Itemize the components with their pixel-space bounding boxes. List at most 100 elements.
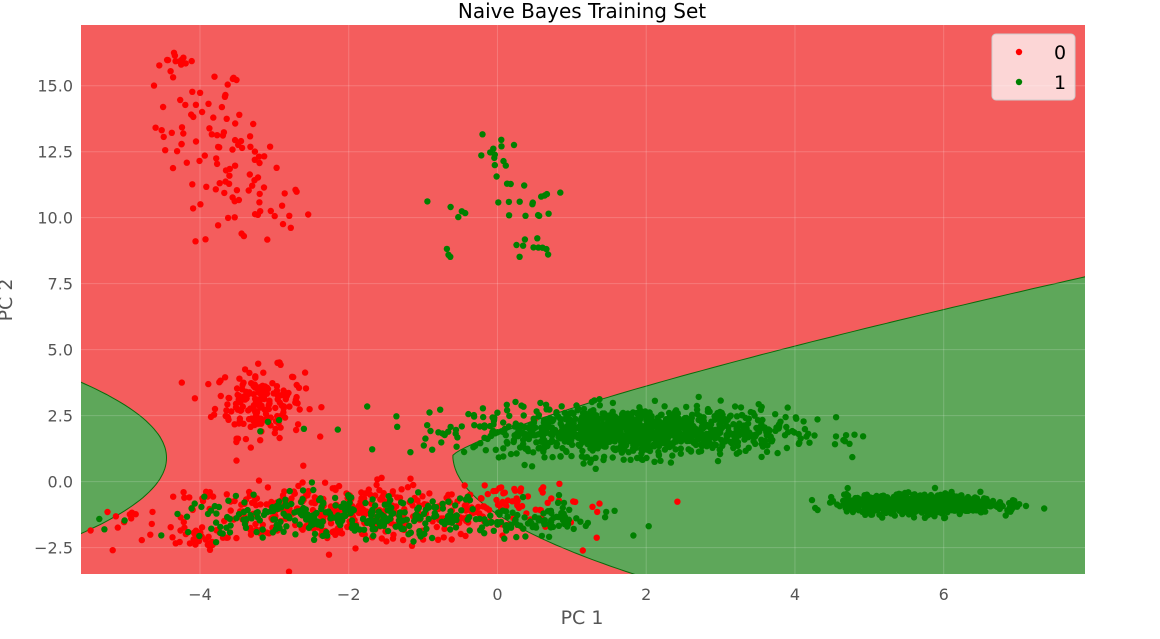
data-point xyxy=(431,503,438,511)
data-point xyxy=(399,517,406,524)
data-point xyxy=(257,437,264,444)
data-point xyxy=(370,532,377,539)
data-point xyxy=(701,432,708,439)
data-point xyxy=(517,522,524,529)
y-tick-label: 2.5 xyxy=(48,407,73,426)
data-point xyxy=(259,534,266,541)
data-point xyxy=(561,409,568,417)
data-point xyxy=(505,198,513,206)
data-point xyxy=(201,152,208,159)
legend: 01 xyxy=(991,33,1076,101)
data-point xyxy=(210,411,218,418)
data-point xyxy=(388,510,395,518)
data-point xyxy=(247,405,254,412)
data-point xyxy=(358,495,365,502)
data-point xyxy=(513,495,520,502)
data-point xyxy=(282,496,289,503)
data-point xyxy=(874,506,881,514)
data-point xyxy=(239,386,246,393)
data-point xyxy=(287,224,294,231)
data-point xyxy=(221,374,229,381)
data-point xyxy=(263,509,271,516)
data-point xyxy=(245,415,253,423)
data-point xyxy=(205,380,212,388)
data-point xyxy=(556,480,563,487)
data-point xyxy=(522,533,529,540)
data-point xyxy=(931,484,939,492)
data-point xyxy=(643,454,650,462)
data-point xyxy=(383,538,390,545)
data-point xyxy=(879,499,887,506)
data-point xyxy=(591,417,598,424)
data-point xyxy=(578,453,586,460)
data-point xyxy=(515,427,522,434)
data-point xyxy=(192,238,199,245)
data-point xyxy=(481,530,488,537)
data-point xyxy=(525,424,532,431)
data-point xyxy=(197,201,204,208)
data-point xyxy=(612,434,619,442)
data-point xyxy=(458,423,465,430)
data-point xyxy=(419,493,426,500)
data-point xyxy=(520,412,527,419)
data-point xyxy=(501,427,508,434)
data-point xyxy=(280,528,287,535)
data-point xyxy=(169,74,177,81)
data-point xyxy=(522,212,529,219)
data-point xyxy=(609,416,616,423)
data-point xyxy=(214,143,222,151)
data-point xyxy=(601,514,609,521)
data-point xyxy=(461,482,468,489)
data-point xyxy=(533,439,540,446)
data-point xyxy=(319,532,326,540)
data-point xyxy=(496,485,503,492)
data-point xyxy=(755,401,762,408)
data-point xyxy=(242,435,250,443)
data-point xyxy=(181,494,188,501)
data-point xyxy=(338,518,345,525)
data-point xyxy=(177,96,184,104)
data-point xyxy=(273,164,280,171)
data-point xyxy=(537,399,544,407)
data-point xyxy=(921,491,928,498)
data-point xyxy=(849,453,856,461)
data-point xyxy=(688,414,695,422)
data-point xyxy=(240,232,248,240)
data-point xyxy=(167,68,174,75)
data-point xyxy=(589,503,596,510)
data-point xyxy=(385,493,392,500)
data-point xyxy=(514,502,521,509)
data-point xyxy=(566,506,573,513)
plot-area xyxy=(81,25,1085,574)
data-point xyxy=(189,205,197,212)
data-point xyxy=(628,410,636,417)
data-point xyxy=(832,414,840,421)
data-point xyxy=(256,159,263,167)
data-point xyxy=(310,486,317,494)
data-point xyxy=(178,140,185,148)
data-point xyxy=(519,493,527,501)
series-1 xyxy=(96,131,1048,546)
data-point xyxy=(519,242,527,249)
data-point xyxy=(206,489,213,496)
data-point xyxy=(667,459,675,466)
data-point xyxy=(260,369,267,376)
data-point xyxy=(767,436,774,443)
data-point xyxy=(602,440,609,447)
data-point xyxy=(236,415,244,422)
data-point xyxy=(488,518,495,526)
data-point xyxy=(677,445,684,452)
data-point xyxy=(640,439,647,446)
data-point xyxy=(246,133,254,140)
data-point xyxy=(230,74,237,82)
data-point xyxy=(756,424,763,431)
data-point xyxy=(438,518,445,525)
data-point xyxy=(732,435,740,442)
data-point xyxy=(329,528,336,536)
data-point xyxy=(553,513,560,520)
data-point xyxy=(561,415,569,423)
data-point xyxy=(592,465,599,472)
data-point xyxy=(400,525,407,533)
data-point xyxy=(657,457,664,464)
